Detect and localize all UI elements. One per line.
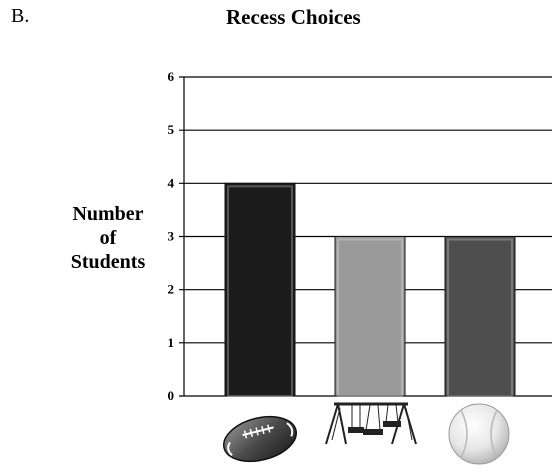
y-axis-label-line-1: Number — [72, 203, 144, 225]
y-axis-label-line-2: of — [99, 227, 117, 249]
bar-highlight — [227, 185, 293, 397]
y-tick-label: 0 — [168, 388, 175, 403]
chart-title: Recess Choices — [226, 5, 361, 29]
y-tick-label: 6 — [168, 69, 175, 84]
bar-highlight — [447, 238, 513, 397]
y-axis-label-line-3: Students — [70, 251, 146, 273]
bar-highlight — [337, 238, 403, 397]
y-tick-label: 1 — [168, 335, 175, 350]
y-tick-label: 2 — [168, 282, 175, 297]
option-letter: B. — [11, 5, 30, 27]
y-tick-label: 4 — [168, 175, 175, 190]
y-tick-label: 3 — [168, 229, 175, 244]
bars — [224, 182, 516, 397]
y-tick-label: 5 — [168, 122, 175, 137]
y-axis-label: Number of Students — [54, 202, 162, 274]
y-tick-labels: 0 1 2 3 4 5 6 — [168, 69, 175, 403]
bar-swing-set — [334, 236, 406, 397]
baseball-icon — [448, 403, 510, 465]
bar-football — [224, 182, 296, 397]
football-icon — [222, 415, 298, 463]
swing-set-icon — [325, 402, 417, 445]
bar-baseball — [444, 236, 516, 397]
